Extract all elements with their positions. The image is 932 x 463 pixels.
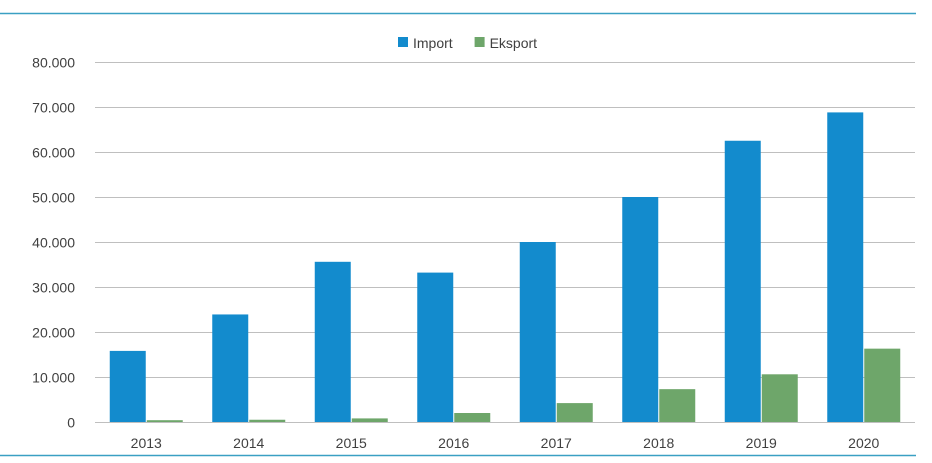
legend-label-import: Import — [413, 35, 453, 51]
y-tick-label: 70.000 — [32, 100, 75, 116]
bar-import-2020 — [827, 112, 864, 423]
bar-import-2018 — [622, 197, 659, 422]
y-axis-tick-labels: 0 10.000 20.000 30.000 40.000 50.000 60.000 70.… — [32, 55, 75, 431]
bar-eksport-2014 — [249, 419, 286, 422]
x-tick-label: 2014 — [233, 435, 264, 451]
x-tick-label: 2013 — [131, 435, 162, 451]
y-tick-label: 40.000 — [32, 235, 75, 251]
bar-eksport-2019 — [761, 374, 798, 422]
y-tick-label: 50.000 — [32, 190, 75, 206]
y-tick-label: 60.000 — [32, 145, 75, 161]
bar-eksport-2013 — [146, 420, 183, 422]
bar-eksport-2016 — [454, 413, 491, 422]
legend: Import Eksport — [398, 35, 537, 51]
legend-swatch-eksport — [474, 37, 485, 47]
bar-import-2014 — [212, 314, 249, 422]
bar-import-2019 — [724, 140, 761, 422]
legend-swatch-import — [398, 37, 408, 47]
y-tick-label: 30.000 — [32, 280, 75, 296]
y-tick-label: 20.000 — [32, 325, 75, 341]
x-axis-tick-labels: 2013 2014 2015 2016 2017 2018 2019 2020 — [131, 435, 880, 451]
bar-eksport-2018 — [659, 389, 696, 422]
y-tick-label: 80.000 — [32, 55, 75, 71]
x-tick-label: 2017 — [541, 435, 572, 451]
x-tick-label: 2020 — [848, 435, 879, 451]
bar-eksport-2017 — [556, 403, 593, 422]
bar-eksport-2015 — [351, 418, 388, 422]
x-tick-label: 2019 — [746, 435, 777, 451]
x-tick-label: 2018 — [643, 435, 674, 451]
bar-import-2013 — [109, 350, 146, 422]
bar-import-2016 — [417, 272, 454, 422]
x-tick-label: 2016 — [438, 435, 469, 451]
bars — [109, 112, 901, 423]
x-tick-label: 2015 — [336, 435, 367, 451]
y-tick-label: 0 — [67, 415, 75, 431]
y-tick-label: 10.000 — [32, 370, 75, 386]
bar-import-2015 — [314, 261, 351, 422]
bar-import-2017 — [519, 242, 556, 422]
legend-label-eksport: Eksport — [490, 35, 538, 51]
bar-eksport-2020 — [864, 348, 901, 422]
